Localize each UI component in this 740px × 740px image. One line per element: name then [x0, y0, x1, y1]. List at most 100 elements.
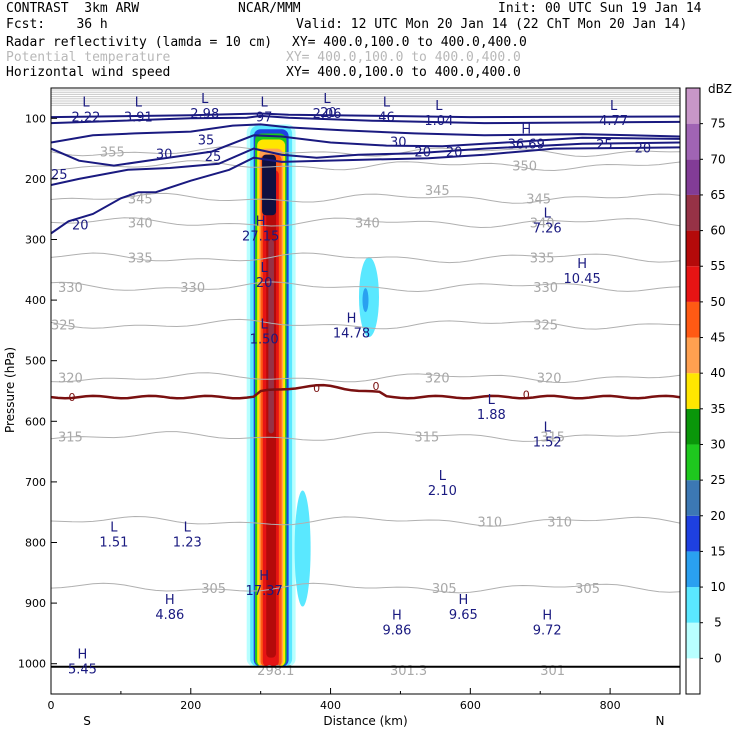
hl-marker-value: 17.37 [246, 584, 283, 599]
valid-time: Valid: 12 UTC Mon 20 Jan 14 (22 ChT Mon … [296, 17, 688, 32]
hl-marker-kind: L [261, 261, 269, 276]
theta-label: 305 [201, 582, 226, 597]
hl-marker-kind: L [135, 96, 143, 111]
hl-marker-kind: L [488, 393, 496, 408]
wind-label: 25 [596, 138, 613, 153]
hl-marker-kind: H [259, 569, 269, 584]
hl-marker-kind: L [610, 99, 618, 114]
colorbar-label: 15 [710, 544, 725, 558]
colorbar-swatch [686, 373, 700, 409]
hl-marker-L: L97 [256, 96, 273, 126]
y-tick-label: 1000 [18, 658, 46, 671]
hl-marker-L: L1.04 [424, 99, 453, 129]
colorbar-swatch [686, 515, 700, 552]
theta-label: 310 [477, 515, 502, 530]
theta-label: 345 [526, 192, 551, 207]
colorbar-swatch [686, 551, 700, 588]
hl-marker-L: L46 [378, 96, 395, 126]
colorbar-unit: dBZ [708, 82, 732, 96]
theta-contour-320 [51, 372, 680, 384]
theta-contour-355 [51, 146, 680, 158]
wind-label: 20 [635, 141, 652, 156]
y-tick-label: 800 [25, 537, 46, 550]
hl-marker-L: L20 [256, 261, 273, 291]
theta-contour-315 [51, 431, 680, 442]
x-end-label-right: N [656, 714, 665, 728]
theta-label: 330 [533, 281, 558, 296]
model-title: CONTRAST 3km ARW [6, 1, 140, 16]
y-tick-label: 100 [25, 112, 46, 125]
colorbar-label: 40 [710, 366, 725, 380]
hl-marker-kind: L [82, 96, 90, 111]
hl-marker-value: 3.91 [124, 111, 153, 126]
colorbar-swatch [686, 159, 700, 195]
y-axis-label: Pressure (hPa) [3, 347, 17, 433]
y-tick-label: 300 [25, 234, 46, 247]
refl-core-top [262, 154, 277, 216]
theta-label: 330 [180, 281, 205, 296]
hl-marker-value: 5.45 [68, 663, 97, 678]
forecast-hour: Fcst: 36 h [6, 17, 108, 32]
wind-label: 25 [205, 150, 222, 165]
theta-label: 315 [540, 430, 565, 445]
colorbar-swatch [686, 88, 700, 124]
hl-marker-kind: L [184, 520, 192, 535]
hl-marker-value: 27.15 [242, 229, 279, 244]
hl-marker-value: 9.65 [449, 608, 478, 623]
theta-label: 340 [128, 217, 153, 232]
wind-label: 20 [320, 106, 337, 121]
xy-reflectivity: XY= 400.0,100.0 to 400.0,400.0 [292, 35, 527, 50]
y-tick-label: 700 [25, 476, 46, 489]
hl-marker-kind: L [383, 96, 391, 111]
theta-contour-330 [51, 281, 680, 293]
colorbar-label: 70 [710, 152, 725, 166]
hl-marker-kind: L [201, 92, 209, 107]
theta-label: 335 [530, 252, 555, 267]
hl-marker-kind: L [544, 420, 552, 435]
colorbar-swatch [686, 194, 700, 231]
x-tick-label: 0 [48, 699, 55, 712]
hl-marker-value: 4.77 [599, 114, 628, 129]
x-tick-label: 400 [320, 699, 341, 712]
hl-marker-H: H36.69 [508, 122, 545, 152]
xy-theta: XY= 400.0,100.0 to 400.0,400.0 [286, 50, 521, 65]
colorbar-label: 35 [710, 402, 725, 416]
y-tick-label: 600 [25, 415, 46, 428]
hl-marker-value: 9.86 [382, 623, 411, 638]
hl-marker-kind: L [110, 520, 118, 535]
hl-marker-L: L1.51 [99, 520, 128, 550]
xy-wind: XY= 400.0,100.0 to 400.0,400.0 [286, 65, 521, 80]
field-theta: Potential temperature [6, 50, 171, 65]
hl-marker-value: 4.86 [155, 608, 184, 623]
hl-marker-H: H14.78 [333, 311, 370, 341]
hl-marker-value: 2.10 [428, 484, 457, 499]
init-time: Init: 00 UTC Sun 19 Jan 14 [498, 1, 702, 16]
theta-label: 335 [128, 252, 153, 267]
hl-marker-H: H27.15 [242, 214, 279, 244]
x-end-label-left: S [83, 714, 91, 728]
wind-label: 35 [198, 134, 215, 149]
colorbar-label: 60 [710, 224, 725, 238]
hl-marker-L: L3.91 [124, 96, 153, 126]
refl-65dbz [268, 239, 274, 434]
colorbar-swatch [686, 408, 700, 445]
hl-marker-kind: L [261, 96, 269, 111]
plot-frame [50, 87, 681, 695]
wind-label: 20 [446, 146, 463, 161]
hl-marker-value: 2.98 [190, 107, 219, 122]
wind-label: 30 [156, 147, 173, 162]
colorbar-swatch [686, 266, 700, 302]
theta-label: 305 [432, 582, 457, 597]
hl-marker-kind: H [165, 593, 175, 608]
hl-marker-value: 2.06 [313, 107, 342, 122]
theta-label: 345 [425, 184, 450, 199]
hl-marker-value: 14.78 [333, 326, 370, 341]
colorbar-swatch [686, 301, 700, 338]
x-axis-label: Distance (km) [323, 714, 407, 728]
hl-marker-value: 7.26 [533, 222, 562, 237]
hl-marker-H: H10.45 [564, 257, 601, 287]
wind-contour-40 [51, 114, 680, 125]
theta-label: 315 [58, 430, 83, 445]
hl-marker-value: 1.52 [533, 435, 562, 450]
wind-contour-20 [51, 146, 680, 235]
